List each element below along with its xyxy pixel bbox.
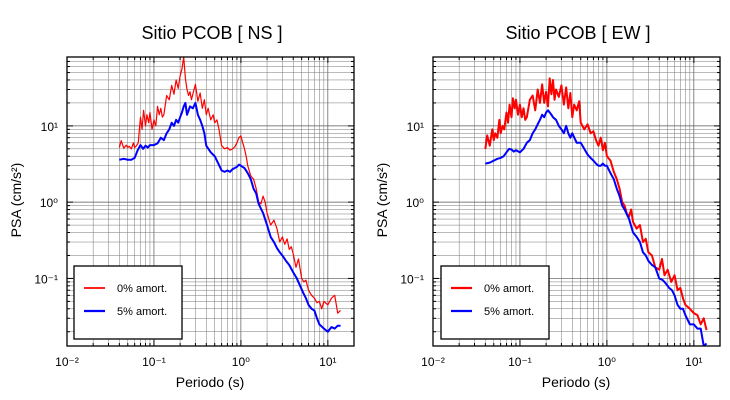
chart-ns-legend-box	[73, 265, 183, 340]
chart-ew-grid	[432, 56, 721, 346]
chart-ew-y-tick-label-1: 10⁰	[406, 196, 424, 210]
chart-ew-x-axis-label: Periodo (s)	[542, 374, 610, 390]
chart-ns-y-tick-label-1: 10⁰	[40, 196, 58, 210]
chart-ns-series-0pct-line	[118, 57, 341, 314]
chart-ew-y-tick-labels: 10⁻¹ 10⁰ 10¹	[400, 120, 424, 287]
chart-ns-x-tick-label-0: 10⁻²	[55, 355, 79, 369]
chart-ew-legend-label-1: 5% amort.	[484, 306, 534, 318]
chart-ew-series-5pct-line	[485, 109, 708, 346]
chart-ns: Sitio PCOB [ NS ] 10⁻² 10⁻¹ 10⁰ 10¹ 10⁻¹ 10⁰…	[8, 23, 355, 390]
chart-ns-title: Sitio PCOB [ NS ]	[141, 23, 282, 43]
chart-ew-title: Sitio PCOB [ EW ]	[505, 23, 650, 43]
chart-ew-series-0pct-line	[484, 77, 708, 331]
chart-ns-x-tick-label-3: 10¹	[319, 355, 336, 369]
chart-ns-y-tick-label-0: 10⁻¹	[34, 272, 58, 286]
chart-ns-ticks	[66, 56, 355, 346]
chart-ew-y-tick-label-2: 10¹	[407, 120, 424, 134]
chart-ew-y-tick-label-0: 10⁻¹	[400, 272, 424, 286]
chart-ns-x-axis-label: Periodo (s)	[176, 374, 244, 390]
chart-ew-legend-box	[440, 265, 550, 340]
chart-ew-series	[484, 77, 708, 346]
chart-ns-legend-label-0: 0% amort.	[117, 283, 167, 295]
chart-ew-x-tick-label-0: 10⁻²	[421, 355, 445, 369]
chart-ns-y-tick-labels: 10⁻¹ 10⁰ 10¹	[34, 120, 58, 287]
chart-ns-series-5pct-line	[119, 101, 341, 333]
chart-ew: Sitio PCOB [ EW ] 10⁻² 10⁻¹ 10⁰ 10¹ 10⁻¹ 10⁰…	[374, 23, 721, 390]
chart-ew-y-axis-label: PSA (cm/s²)	[374, 163, 390, 238]
chart-ns-y-tick-label-2: 10¹	[41, 120, 58, 134]
chart-ns-x-tick-label-1: 10⁻¹	[142, 355, 166, 369]
chart-ew-x-tick-label-3: 10¹	[685, 355, 702, 369]
chart-ns-y-axis-label: PSA (cm/s²)	[8, 163, 24, 238]
chart-ew-frame	[432, 56, 721, 347]
chart-ew-x-tick-label-2: 10⁰	[598, 355, 616, 369]
chart-ew-x-tick-label-1: 10⁻¹	[508, 355, 532, 369]
chart-ew-x-tick-labels: 10⁻² 10⁻¹ 10⁰ 10¹	[421, 355, 702, 369]
chart-ew-legend: 0% amort. 5% amort.	[440, 265, 550, 340]
chart-ns-x-tick-label-2: 10⁰	[232, 355, 250, 369]
chart-ew-legend-label-0: 0% amort.	[484, 283, 534, 295]
chart-ew-ticks	[432, 56, 721, 346]
chart-ns-legend-label-1: 5% amort.	[117, 306, 167, 318]
chart-ns-x-tick-labels: 10⁻² 10⁻¹ 10⁰ 10¹	[55, 355, 336, 369]
chart-ns-frame	[66, 56, 355, 347]
chart-ns-series	[118, 57, 341, 333]
chart-ns-legend: 0% amort. 5% amort.	[73, 265, 183, 340]
